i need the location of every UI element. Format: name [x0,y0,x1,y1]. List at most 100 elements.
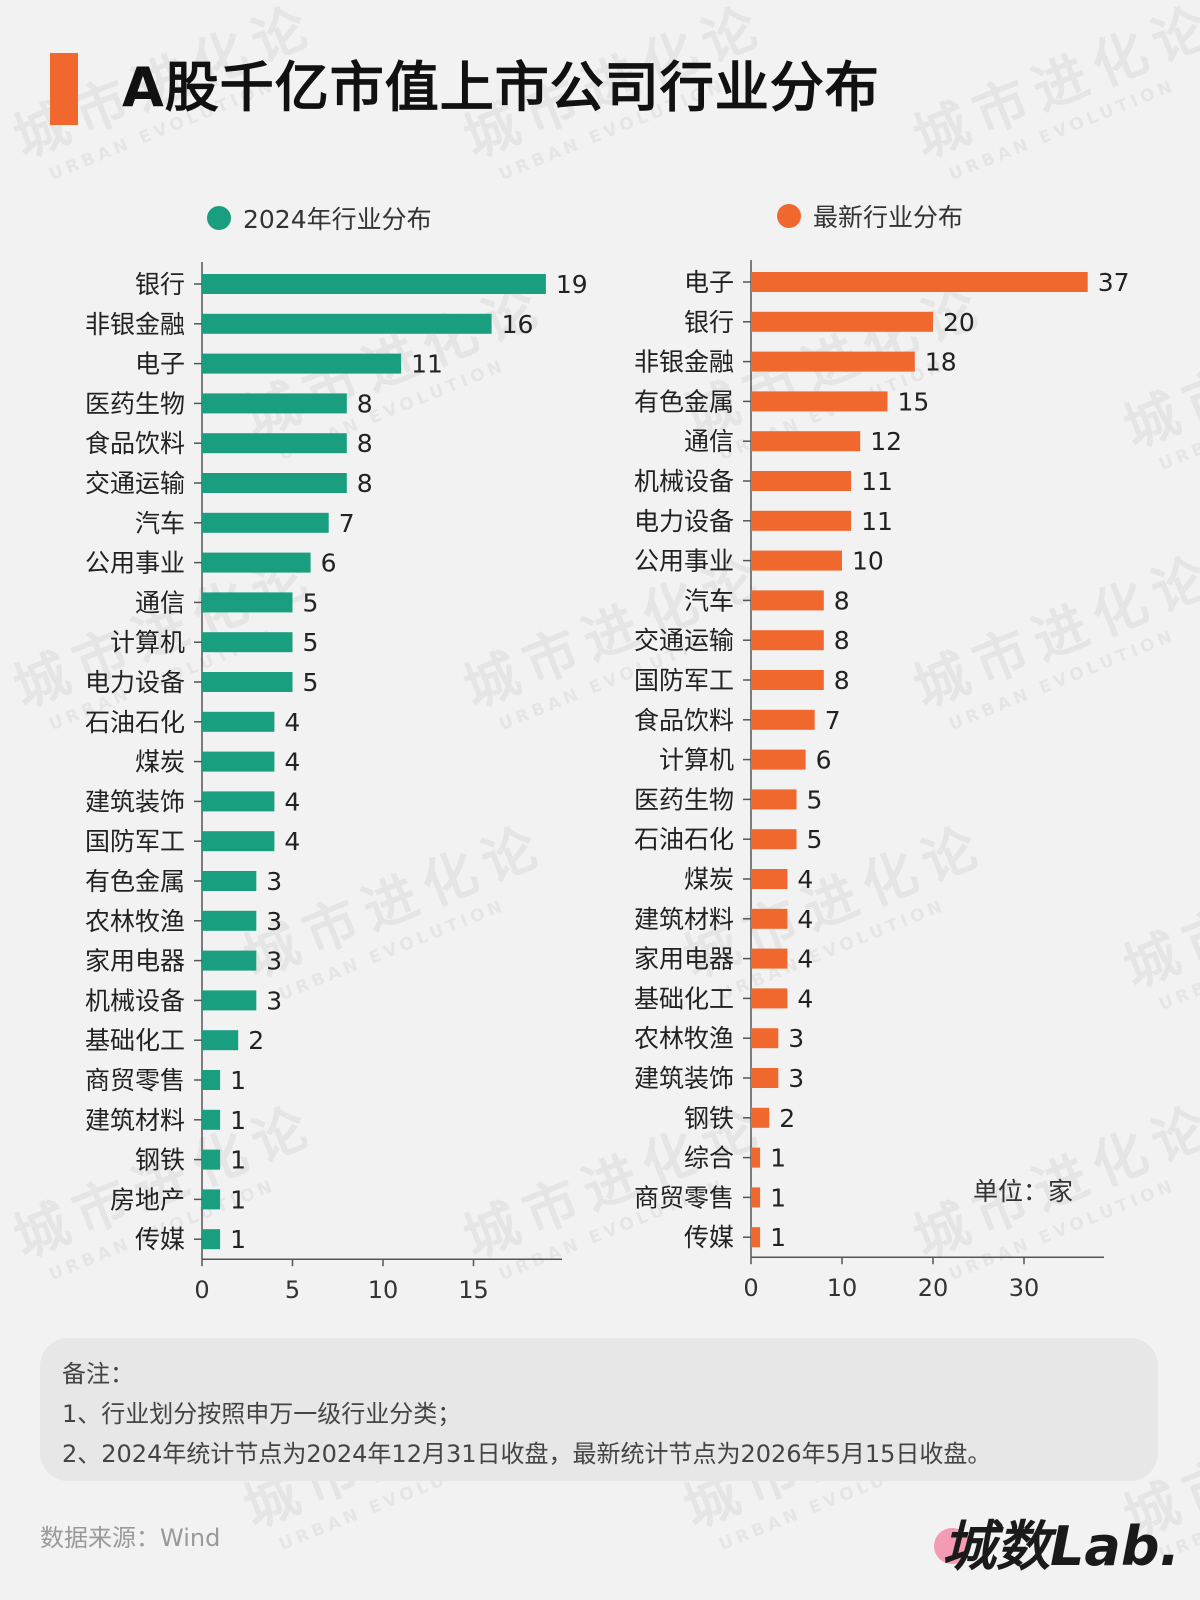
bar-right [751,471,852,491]
category-label-left: 有色金属 [85,867,185,896]
category-label-left: 国防军工 [85,827,185,856]
value-label-left: 6 [321,549,337,578]
value-label-right: 4 [797,945,813,974]
legend-right: 最新行业分布 [777,198,963,234]
x-tick-label-right: 10 [827,1274,858,1302]
bar-left [202,791,275,812]
value-label-right: 4 [797,905,813,934]
category-label-left: 电子 [135,350,185,379]
bar-left [202,751,275,772]
category-label-right: 交通运输 [634,626,734,655]
notes-box: 备注： 1、行业划分按照申万一级行业分类； 2、2024年统计节点为2024年1… [40,1338,1158,1481]
value-label-left: 3 [266,947,282,976]
category-label-left: 交通运输 [85,469,185,498]
bar-right [751,948,788,969]
category-label-right: 计算机 [659,746,734,775]
value-label-left: 3 [266,907,282,936]
category-label-right: 通信 [684,427,734,456]
value-label-left: 7 [339,509,355,538]
bar-right [751,1227,761,1248]
category-label-right: 钢铁 [684,1104,734,1133]
bar-left [202,1189,221,1210]
bar-right [751,550,842,571]
x-tick-label-left: 15 [458,1276,489,1304]
category-label-right: 家用电器 [634,945,734,974]
category-label-left: 建筑装饰 [85,787,185,816]
category-label-right: 商贸零售 [634,1183,734,1212]
category-label-left: 家用电器 [85,947,185,976]
bar-left [202,831,275,852]
value-label-right: 18 [925,348,957,377]
bar-left [202,592,293,613]
value-label-right: 15 [898,387,930,416]
bar-left [202,950,257,971]
category-label-left: 汽车 [135,509,185,538]
category-label-right: 农林牧渔 [634,1024,734,1053]
category-label-right: 有色金属 [634,387,734,416]
category-label-right: 医药生物 [634,785,734,814]
bar-right [751,829,797,850]
legend-right-label: 最新行业分布 [813,203,964,232]
value-label-left: 1 [230,1106,246,1135]
bar-right [751,1107,770,1128]
value-label-right: 1 [770,1183,786,1212]
category-label-left: 传媒 [135,1225,185,1254]
bar-left [202,1229,221,1250]
value-label-right: 1 [770,1223,786,1252]
value-label-left: 1 [230,1066,246,1095]
category-label-right: 综合 [684,1144,734,1173]
x-tick-label-right: 0 [743,1274,758,1302]
value-label-right: 4 [797,984,813,1013]
logo-text: 城数Lab. [942,1515,1181,1578]
value-label-right: 3 [788,1024,804,1053]
category-label-left: 食品饮料 [85,429,185,458]
value-label-right: 12 [870,427,902,456]
bar-right [751,1068,779,1088]
notes-line-1: 1、行业划分按照申万一级行业分类； [62,1400,462,1428]
category-label-left: 公用事业 [85,549,185,578]
bar-left [202,552,311,573]
value-label-left: 16 [502,310,534,339]
value-label-right: 20 [943,308,975,337]
bar-right [751,510,852,531]
bar-right [751,1028,779,1049]
value-label-right: 5 [807,785,823,814]
category-label-left: 建筑材料 [85,1106,185,1135]
bar-left [202,393,347,414]
category-label-left: 银行 [135,270,185,299]
category-label-left: 非银金融 [85,310,185,339]
value-label-right: 7 [825,706,841,735]
bar-left [202,711,275,732]
value-label-left: 5 [303,588,319,617]
bar-left [202,274,546,294]
bar-right [751,869,788,889]
bar-left [202,353,402,374]
value-label-left: 11 [411,350,443,379]
legend-left-dot [207,206,231,230]
bar-left [202,512,329,533]
legend-left-label: 2024年行业分布 [243,205,432,234]
title-accent-bar [50,53,78,125]
category-label-right: 非银金融 [634,348,734,377]
category-label-left: 煤炭 [135,748,185,777]
bar-right [751,789,797,810]
category-label-left: 计算机 [110,628,185,657]
bar-left [202,632,293,653]
data-source: 数据来源：Wind [40,1524,221,1552]
value-label-left: 4 [284,708,300,737]
value-label-left: 4 [284,827,300,856]
bar-left [202,433,347,454]
category-label-right: 国防军工 [634,666,734,695]
logo-dot [934,1528,970,1564]
bar-left [202,871,257,891]
category-label-left: 农林牧渔 [85,907,185,936]
x-tick-label-left: 10 [368,1276,399,1304]
legend-right-dot [777,204,801,228]
value-label-left: 5 [303,668,319,697]
category-label-right: 石油石化 [634,825,734,854]
value-label-left: 5 [303,628,319,657]
bar-right [751,1147,761,1168]
bar-right [751,749,806,770]
value-label-right: 4 [797,865,813,894]
category-label-left: 石油石化 [85,708,185,737]
